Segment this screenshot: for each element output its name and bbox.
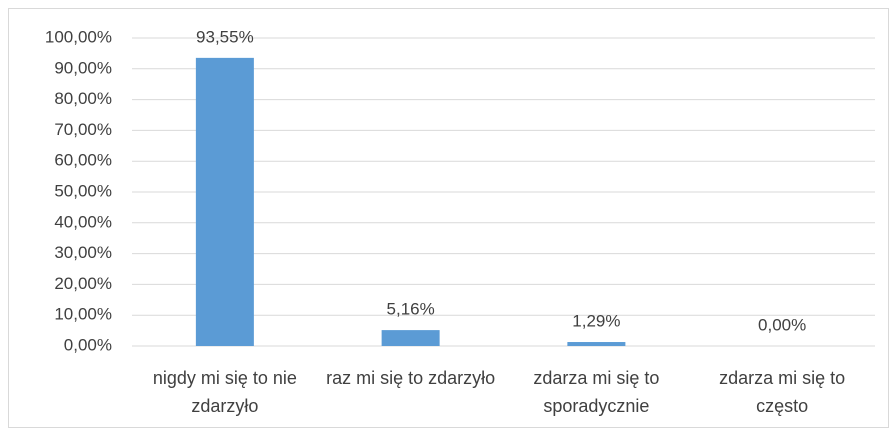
y-tick-label: 60,00% [54,151,112,170]
x-tick-label: raz mi się to zdarzyło [326,368,496,388]
x-tick-label: nigdy mi się to nie zdarzyło [152,368,297,416]
data-label: 93,55% [196,27,254,46]
bar [381,330,440,346]
data-label: 0,00% [758,315,806,334]
bar [567,342,626,346]
x-tick-label: zdarza mi się to sporadycznie [533,368,660,416]
y-tick-label: 20,00% [54,274,112,293]
data-label: 1,29% [572,312,620,331]
y-tick-label: 100,00% [45,27,112,46]
bar [195,57,254,347]
y-tick-label: 0,00% [64,335,112,354]
y-tick-label: 10,00% [54,305,112,324]
y-tick-label: 70,00% [54,120,112,139]
x-tick-label: zdarza mi się to często [719,368,846,416]
y-tick-label: 90,00% [54,58,112,77]
y-tick-label: 30,00% [54,243,112,262]
data-label: 5,16% [387,300,435,319]
y-tick-label: 50,00% [54,181,112,200]
y-tick-label: 80,00% [54,89,112,108]
y-tick-label: 40,00% [54,212,112,231]
